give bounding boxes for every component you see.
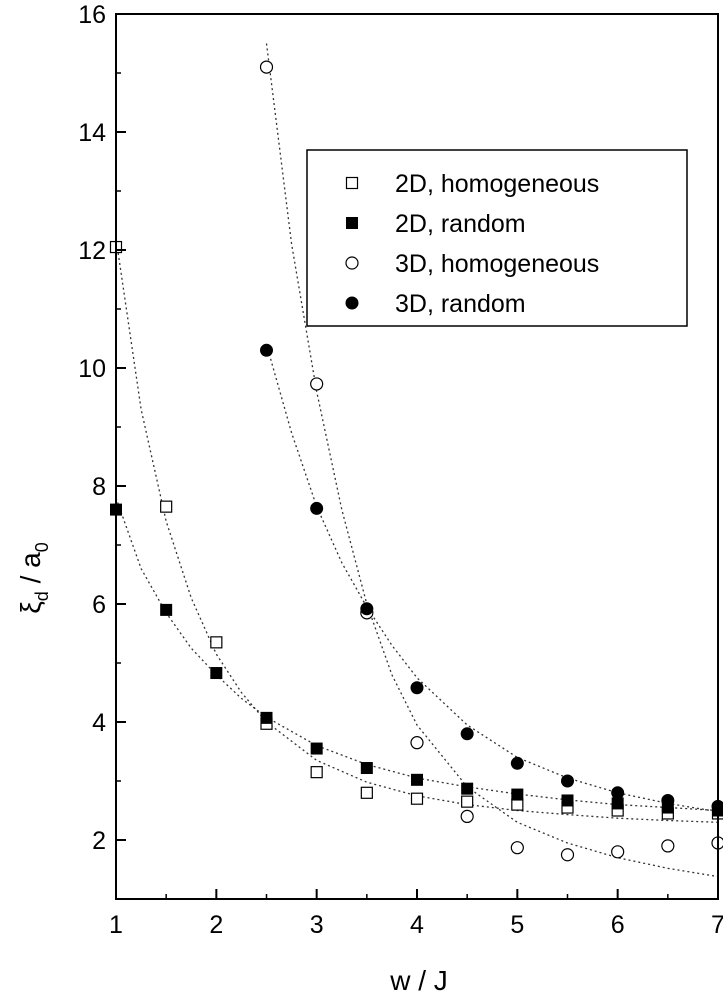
y-axis-label: ξd / a0: [15, 542, 52, 614]
data-point: [560, 848, 575, 862]
data-point: [460, 809, 474, 824]
data-point: [410, 681, 424, 695]
data-point: [510, 756, 524, 770]
legend-label: 2D, random: [395, 210, 526, 238]
data-point: [210, 667, 223, 680]
data-point: [160, 500, 173, 513]
data-point: [661, 839, 675, 853]
y-tick-label: 4: [92, 709, 106, 737]
legend: 2D, homogeneous 2D, random 3D, homogeneous…: [306, 149, 688, 327]
x-tick-label: 4: [410, 911, 424, 939]
x-tick-label: 1: [109, 911, 123, 939]
y-axis-label-sep: / a: [15, 552, 46, 591]
x-tick-label: 3: [310, 911, 324, 939]
legend-label: 3D, homogeneous: [395, 250, 599, 278]
data-point: [411, 773, 423, 786]
data-point: [561, 794, 574, 807]
y-axis-label-sub: 0: [32, 542, 52, 552]
data-point: [461, 782, 474, 795]
data-point: [461, 795, 474, 808]
legend-box: [306, 149, 688, 327]
data-point: [410, 736, 424, 750]
data-point: [561, 774, 574, 788]
data-point: [661, 793, 675, 807]
data-point: [611, 845, 625, 859]
x-axis-label: w / J: [389, 965, 448, 996]
plot-frame: [115, 13, 719, 900]
data-point: [310, 377, 324, 391]
legend-marker: [345, 256, 359, 270]
y-tick-label: 12: [78, 237, 106, 265]
data-point: [260, 343, 273, 357]
y-tick-label: 16: [78, 1, 106, 29]
y-axis-label-symbol: ξ: [15, 601, 46, 614]
data-point: [360, 762, 373, 775]
data-point: [410, 792, 424, 805]
y-tick-label: 6: [92, 591, 106, 619]
data-point: [210, 636, 223, 649]
fit-curve: [265, 43, 719, 878]
legend-marker: [345, 176, 359, 190]
legend-label: 2D, homogeneous: [395, 170, 599, 198]
data-point: [310, 766, 323, 779]
data-point: [510, 841, 524, 855]
x-tick-label: 7: [711, 911, 723, 939]
x-tick-label: 5: [510, 911, 524, 939]
data-point: [160, 603, 173, 616]
y-axis-label-symbol-sub: d: [32, 591, 52, 601]
x-tick-label: 6: [611, 911, 625, 939]
legend-marker: [345, 296, 359, 310]
fit-curve: [115, 238, 719, 823]
data-point: [260, 711, 273, 724]
data-point: [511, 788, 524, 801]
data-point: [460, 727, 474, 741]
fit-curves: [115, 43, 719, 878]
y-tick-label: 10: [78, 355, 106, 383]
data-point: [360, 786, 373, 799]
fit-curve: [265, 344, 719, 813]
data-point: [259, 60, 274, 74]
data-point: [511, 798, 524, 811]
data-point: [611, 797, 624, 810]
legend-marker: [346, 217, 358, 229]
data-point: [611, 786, 625, 800]
data-point: [310, 501, 324, 515]
x-tick-label: 2: [209, 911, 223, 939]
data-point: [310, 742, 323, 755]
y-tick-label: 8: [92, 473, 106, 501]
data-point: [360, 602, 374, 616]
y-tick-label: 14: [78, 119, 106, 147]
y-tick-label: 2: [92, 827, 106, 855]
legend-label: 3D, random: [395, 290, 526, 318]
fit-curve: [115, 497, 719, 812]
